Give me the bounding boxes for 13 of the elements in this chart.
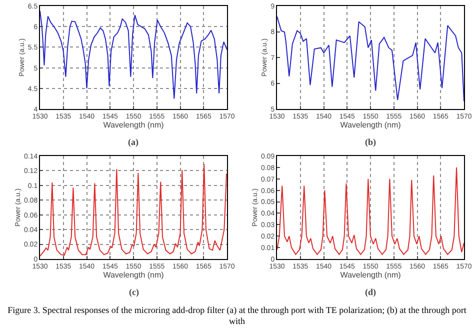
line-series [277,166,464,255]
x-axis-title: Wavelength (nm) [103,270,164,280]
x-axis-title: Wavelength (nm) [340,270,402,280]
line-series [40,164,227,257]
line-series [277,16,464,102]
text: (c) [129,287,139,297]
x-axis-title: Wavelength (nm) [340,120,402,130]
text: (b) [365,137,376,147]
text: (d) [365,287,376,297]
line-series [40,10,227,100]
x-axis-title: Wavelength (nm) [103,120,164,130]
caption: Figure 3. Spectral responses of the microring add-drop filter (a) at the through port with TE polarization; (b) at the through port with [6,305,468,327]
text: (a) [128,137,138,147]
